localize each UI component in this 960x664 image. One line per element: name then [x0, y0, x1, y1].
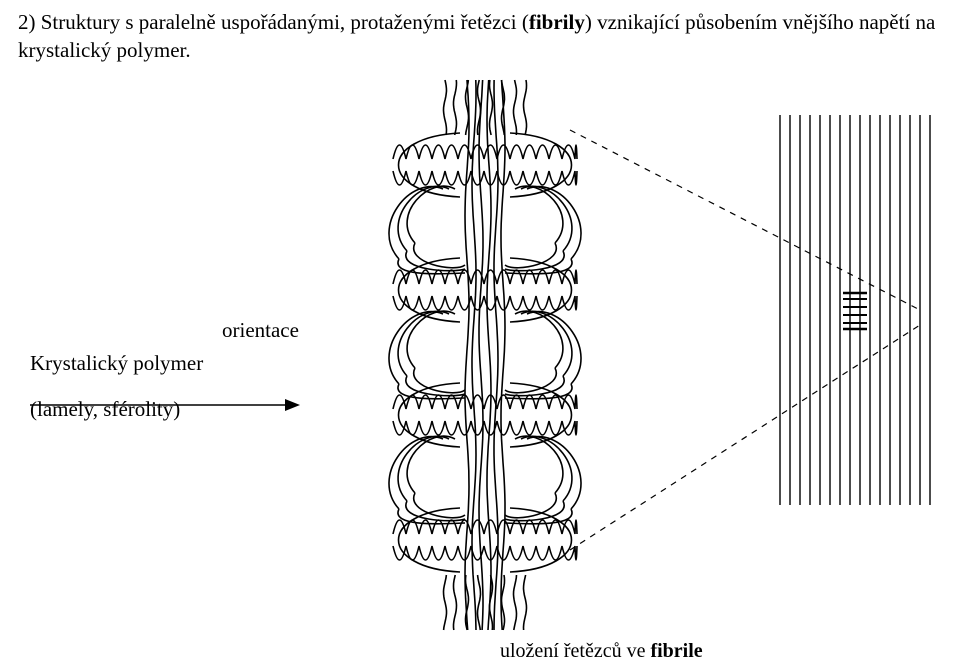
caption: uložení řetězců ve fibrile — [500, 640, 703, 663]
header-prefix: 2) Struktury s paralelně uspořádanými, p… — [18, 10, 529, 34]
caption-prefix: uložení řetězců ve — [500, 640, 650, 662]
orientace-label: orientace — [222, 318, 299, 343]
header-bold: fibrily — [529, 10, 585, 34]
label-line1: Krystalický polymer — [30, 340, 203, 386]
caption-bold: fibrile — [650, 640, 702, 662]
left-labels: Krystalický polymer (lamely, sférolity) — [30, 340, 203, 432]
arrow — [30, 395, 300, 415]
header-text: 2) Struktury s paralelně uspořádanými, p… — [18, 8, 938, 65]
diagram — [310, 75, 950, 635]
